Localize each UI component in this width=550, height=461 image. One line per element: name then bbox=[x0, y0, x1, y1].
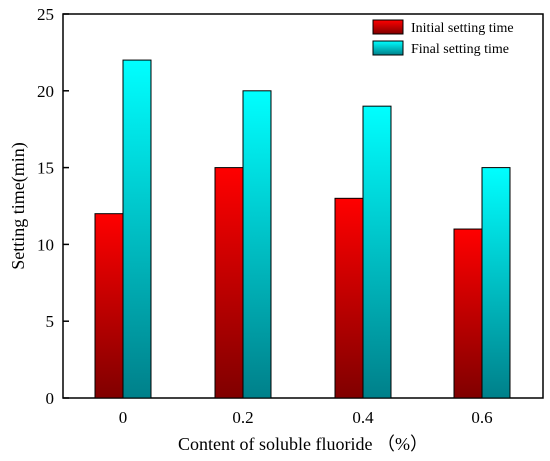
legend-label-initial: Initial setting time bbox=[411, 21, 514, 36]
bars-group bbox=[94, 59, 511, 399]
bar-initial-0 bbox=[94, 213, 124, 399]
x-tick-label: 0 bbox=[119, 408, 128, 427]
bar-initial-0-6 bbox=[453, 228, 483, 399]
plot-frame bbox=[62, 13, 544, 399]
legend: Initial setting time Final setting time bbox=[372, 19, 514, 57]
y-tick-label: 20 bbox=[37, 82, 54, 101]
y-tick-label: 15 bbox=[37, 159, 54, 178]
x-axis-label: Content of soluble fluoride （%） bbox=[178, 434, 428, 454]
x-tick-label: 0.2 bbox=[232, 408, 253, 427]
legend-swatch-final bbox=[372, 40, 404, 56]
bar-final-0-6 bbox=[481, 167, 511, 399]
y-axis-ticks: 0 5 10 15 20 25 bbox=[37, 5, 69, 408]
bar-initial-0-2 bbox=[214, 167, 244, 399]
y-tick-label: 5 bbox=[46, 312, 55, 331]
bar-final-0-2 bbox=[242, 90, 272, 399]
legend-swatch-initial bbox=[372, 19, 404, 35]
legend-label-final: Final setting time bbox=[411, 42, 509, 57]
x-axis-ticks: 0 0.2 0.4 0.6 bbox=[119, 392, 493, 427]
x-tick-label: 0.4 bbox=[352, 408, 374, 427]
bar-final-0-4 bbox=[362, 105, 392, 399]
y-axis-label: Setting time(min) bbox=[8, 142, 29, 270]
y-tick-label: 0 bbox=[46, 389, 55, 408]
bar-initial-0-4 bbox=[334, 197, 364, 399]
y-tick-label: 25 bbox=[37, 5, 54, 24]
x-tick-label: 0.6 bbox=[471, 408, 492, 427]
y-tick-label: 10 bbox=[37, 235, 54, 254]
bar-final-0 bbox=[122, 59, 152, 399]
